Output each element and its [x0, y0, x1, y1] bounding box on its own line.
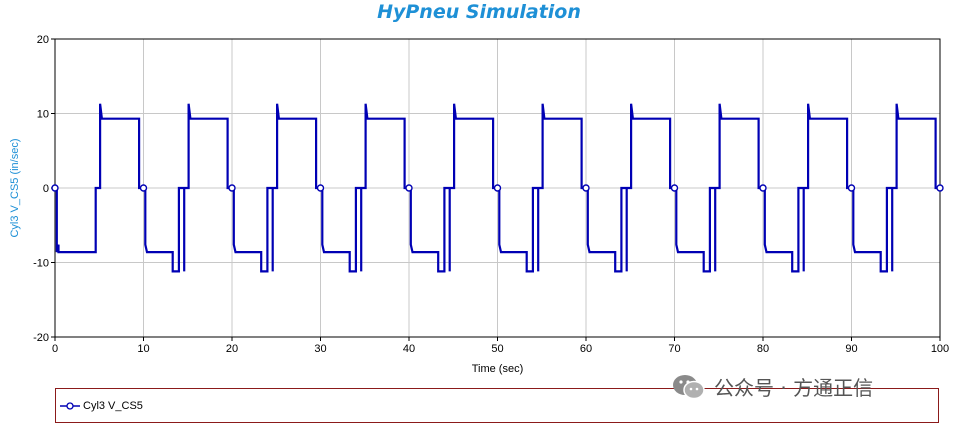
x-tick-label: 60: [580, 343, 592, 355]
series-layer: [55, 103, 940, 273]
series-marker: [493, 184, 502, 192]
legend-marker-icon: [60, 402, 80, 410]
x-tick-label: 100: [931, 343, 949, 355]
y-tick-label: 0: [43, 183, 49, 195]
series-marker: [847, 184, 856, 192]
x-tick-label: 80: [757, 343, 769, 355]
legend: Cyl3 V_CS5: [55, 388, 939, 423]
series-line: [55, 103, 940, 273]
series-marker: [405, 184, 413, 192]
x-tick-label: 0: [52, 343, 58, 355]
series-marker: [670, 184, 679, 192]
y-tick-label: 10: [37, 109, 49, 121]
series-marker: [582, 184, 590, 192]
wechat-icon: [673, 374, 705, 399]
x-tick-label: 10: [137, 343, 149, 355]
x-tick-label: 50: [491, 343, 503, 355]
x-tick-label: 30: [314, 343, 326, 355]
y-axis-title: Cyl3 V_CS5 (in/sec): [9, 138, 21, 237]
y-tick-label: -10: [33, 258, 49, 270]
watermark: 公众号 · 方通正信: [672, 372, 873, 401]
x-tick-label: 40: [403, 343, 415, 355]
x-tick-label: 70: [668, 343, 680, 355]
y-tick-label: 20: [37, 34, 49, 46]
series-marker: [139, 184, 148, 192]
watermark-text: 公众号 · 方通正信: [714, 376, 874, 400]
chart-title: HyPneu Simulation: [377, 1, 581, 23]
series-marker: [936, 184, 944, 192]
x-axis-title: Time (sec): [472, 363, 524, 375]
legend-item: Cyl3 V_CS5: [60, 400, 143, 412]
series-marker: [51, 184, 59, 192]
x-tick-label: 90: [845, 343, 857, 355]
series-marker: [759, 184, 767, 192]
y-tick-label: -20: [33, 332, 49, 344]
x-tick-label: 20: [226, 343, 238, 355]
markers-layer: [51, 184, 944, 192]
series-marker: [316, 184, 325, 192]
legend-label: Cyl3 V_CS5: [83, 400, 143, 412]
series-marker: [228, 184, 236, 192]
